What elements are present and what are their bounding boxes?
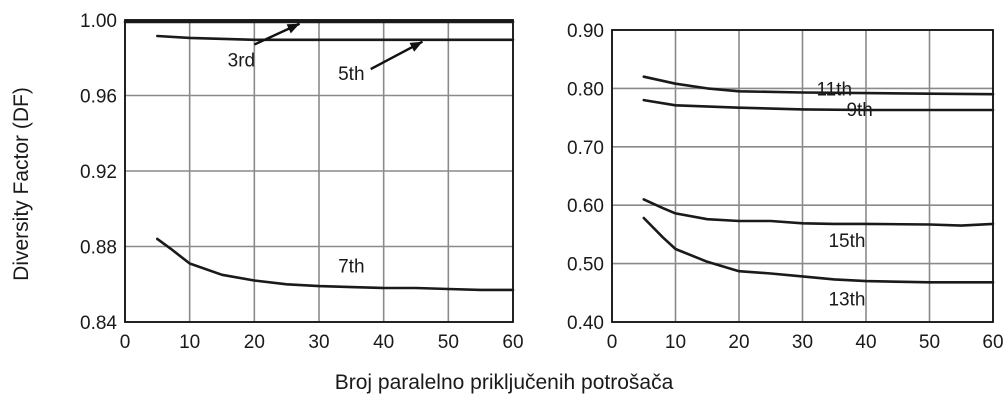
right-y-tick-0-60: 0.60 xyxy=(567,196,604,217)
right-x-tick-10: 10 xyxy=(665,332,686,353)
right-y-tick-0-90: 0.90 xyxy=(567,21,604,42)
left-chart-panel: 0 10 20 30 40 50 60 1.00 0.96 0.92 0.88 0.84 3rd 5th 7… xyxy=(80,11,524,353)
label-11th: 11th xyxy=(816,79,852,100)
left-x-tick-60: 60 xyxy=(502,332,523,353)
left-x-tick-50: 50 xyxy=(438,332,459,353)
right-chart-panel: 0 10 20 30 40 50 60 0.90 0.80 0.70 0.60 0.50 0.40 11t… xyxy=(567,21,1004,353)
right-y-tick-0-80: 0.80 xyxy=(567,79,604,100)
label-5th: 5th xyxy=(338,64,364,85)
arrowhead-3rd xyxy=(286,23,300,34)
right-x-tick-40: 40 xyxy=(855,332,876,353)
left-y-tick-0-96: 0.96 xyxy=(80,87,117,108)
label-13th: 13th xyxy=(828,290,865,311)
left-x-tick-40: 40 xyxy=(373,332,394,353)
label-9th: 9th xyxy=(846,100,872,121)
right-x-tick-60: 60 xyxy=(982,332,1003,353)
x-axis-title: Broj paralelno priključenih potrošača xyxy=(335,371,674,394)
left-x-tick-20: 20 xyxy=(244,332,265,353)
label-3rd: 3rd xyxy=(228,51,255,72)
left-y-tick-0-88: 0.88 xyxy=(80,238,117,259)
right-y-tick-0-40: 0.40 xyxy=(567,313,604,334)
right-y-tick-0-50: 0.50 xyxy=(567,255,604,276)
arrowhead-5th xyxy=(409,41,423,52)
series-line-5th xyxy=(156,34,515,42)
left-x-tick-10: 10 xyxy=(179,332,200,353)
series-line-13th xyxy=(642,216,995,284)
left-plot-frame xyxy=(124,19,514,323)
series-line-15th xyxy=(642,198,995,227)
right-x-tick-50: 50 xyxy=(919,332,940,353)
right-x-tick-30: 30 xyxy=(792,332,813,353)
label-7th: 7th xyxy=(338,256,364,277)
right-x-tick-0: 0 xyxy=(607,332,618,353)
y-axis-title: Diversity Factor (DF) xyxy=(10,87,33,281)
right-y-tick-0-70: 0.70 xyxy=(567,138,604,159)
series-line-11th xyxy=(642,75,995,96)
left-y-tick-0-84: 0.84 xyxy=(80,313,117,334)
left-x-tick-0: 0 xyxy=(120,332,131,353)
series-line-9th xyxy=(642,98,995,112)
series-line-7th xyxy=(156,237,515,292)
right-x-tick-20: 20 xyxy=(728,332,749,353)
left-x-tick-30: 30 xyxy=(308,332,329,353)
left-y-tick-0-92: 0.92 xyxy=(80,162,117,183)
right-plot-frame xyxy=(611,29,994,323)
left-y-tick-1-00: 1.00 xyxy=(80,11,117,32)
label-15th: 15th xyxy=(828,231,865,252)
